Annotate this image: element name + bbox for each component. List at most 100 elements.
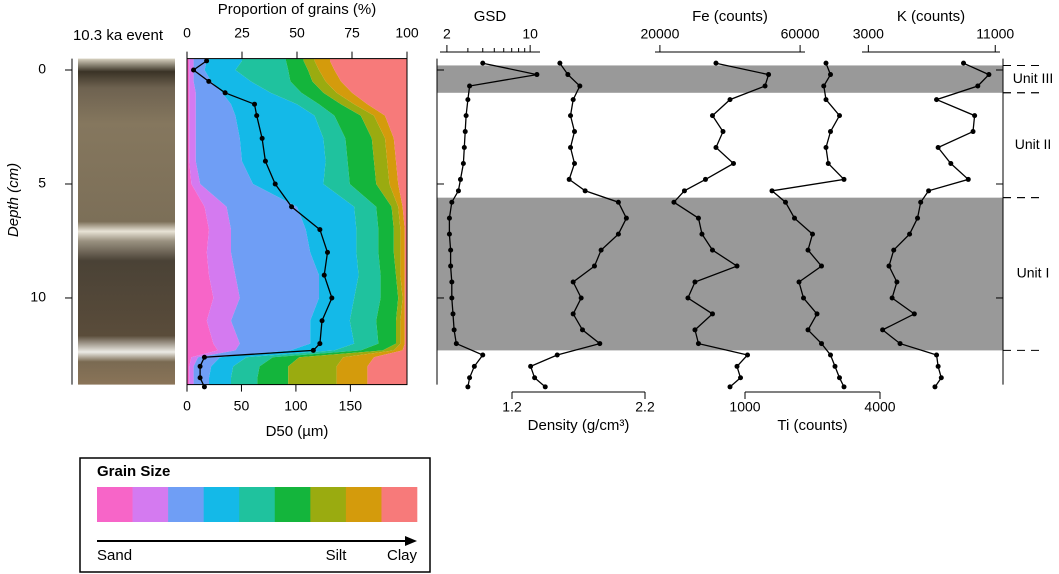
- legend-label: Sand: [97, 547, 132, 564]
- data-point: [449, 295, 455, 301]
- data-point: [934, 97, 940, 103]
- x-tick-label: 2.2: [635, 399, 655, 415]
- data-point: [832, 363, 838, 369]
- data-point: [713, 145, 719, 151]
- grain-area: [204, 58, 359, 385]
- data-point: [461, 145, 467, 151]
- data-point: [463, 113, 469, 119]
- data-point: [709, 113, 715, 119]
- data-point: [623, 215, 629, 221]
- data-point: [841, 384, 847, 390]
- x-tick-label: 100: [284, 398, 308, 414]
- data-point: [805, 327, 811, 333]
- data-point: [702, 176, 708, 182]
- data-point: [615, 231, 621, 237]
- data-point: [455, 188, 461, 194]
- data-point: [766, 72, 772, 78]
- x-tick-label: 100: [395, 25, 419, 41]
- data-point: [738, 375, 744, 381]
- data-point: [310, 347, 316, 353]
- data-point: [961, 60, 967, 66]
- data-point: [446, 231, 452, 237]
- x-axis-title: D50 (µm): [266, 423, 329, 440]
- data-point: [222, 90, 228, 96]
- data-point: [911, 311, 917, 317]
- data-point: [986, 72, 992, 78]
- data-point: [932, 384, 938, 390]
- data-point: [938, 375, 944, 381]
- legend-swatch: [274, 487, 311, 522]
- grain-area: [330, 58, 407, 385]
- x-axis-title: Fe (counts): [692, 8, 768, 25]
- data-point: [709, 247, 715, 253]
- data-point: [965, 176, 971, 182]
- data-point: [272, 181, 278, 187]
- data-point: [745, 352, 751, 358]
- data-point: [897, 341, 903, 347]
- data-point: [821, 83, 827, 89]
- data-point: [886, 263, 892, 269]
- data-point: [467, 375, 473, 381]
- data-point: [692, 279, 698, 285]
- data-point: [201, 384, 207, 390]
- data-point: [460, 160, 466, 166]
- data-point: [449, 279, 455, 285]
- data-point: [446, 215, 452, 221]
- x-axis-title: GSD: [474, 8, 507, 25]
- data-point: [894, 279, 900, 285]
- data-point: [841, 176, 847, 182]
- data-point: [918, 199, 924, 205]
- grain-area: [189, 58, 240, 385]
- grain-area: [231, 58, 381, 385]
- data-point: [734, 363, 740, 369]
- grain-area: [314, 58, 405, 385]
- data-point: [837, 113, 842, 119]
- x-axis-title: Ti (counts): [777, 417, 847, 434]
- unit-label: Unit III: [1013, 70, 1053, 86]
- data-point: [465, 97, 471, 103]
- data-point: [970, 129, 976, 135]
- profile-line: [881, 62, 991, 388]
- data-point: [814, 311, 820, 317]
- x-tick-label: 4000: [864, 399, 895, 415]
- data-point: [615, 199, 621, 205]
- data-point: [810, 231, 815, 237]
- x-tick-label: 11000: [976, 26, 1014, 42]
- data-point: [972, 113, 978, 119]
- legend-swatch: [345, 487, 382, 522]
- data-point: [197, 363, 203, 369]
- data-point: [542, 384, 548, 390]
- x-tick-label: 1000: [729, 399, 760, 415]
- unit-band: [437, 65, 1003, 93]
- legend-label: Silt: [326, 547, 348, 564]
- x-tick-label: 60000: [781, 26, 820, 42]
- data-point: [907, 231, 913, 237]
- data-point: [451, 327, 457, 333]
- data-point: [699, 231, 705, 237]
- data-point: [692, 327, 698, 333]
- data-point: [197, 375, 203, 381]
- x-tick-label: 0: [183, 25, 191, 41]
- data-point: [681, 188, 687, 194]
- data-point: [554, 352, 560, 358]
- depth-tick-label: 5: [38, 175, 46, 191]
- data-point: [671, 199, 677, 205]
- data-point: [317, 341, 323, 347]
- data-point: [568, 145, 574, 151]
- legend-arrowhead: [405, 536, 417, 546]
- core-title: 10.3 ka event: [73, 27, 164, 44]
- data-point: [206, 78, 212, 84]
- legend-swatch: [239, 487, 276, 522]
- data-point: [731, 160, 737, 166]
- x-tick-label: 150: [339, 398, 363, 414]
- x-tick-label: 2: [443, 26, 451, 42]
- x-tick-label: 50: [289, 25, 305, 41]
- data-point: [792, 215, 797, 221]
- data-point: [825, 160, 831, 166]
- data-point: [579, 327, 585, 333]
- depth-axis-label: Depth (cm): [5, 163, 22, 237]
- data-point: [975, 83, 981, 89]
- data-point: [578, 295, 584, 301]
- legend-title: Grain Size: [97, 463, 170, 480]
